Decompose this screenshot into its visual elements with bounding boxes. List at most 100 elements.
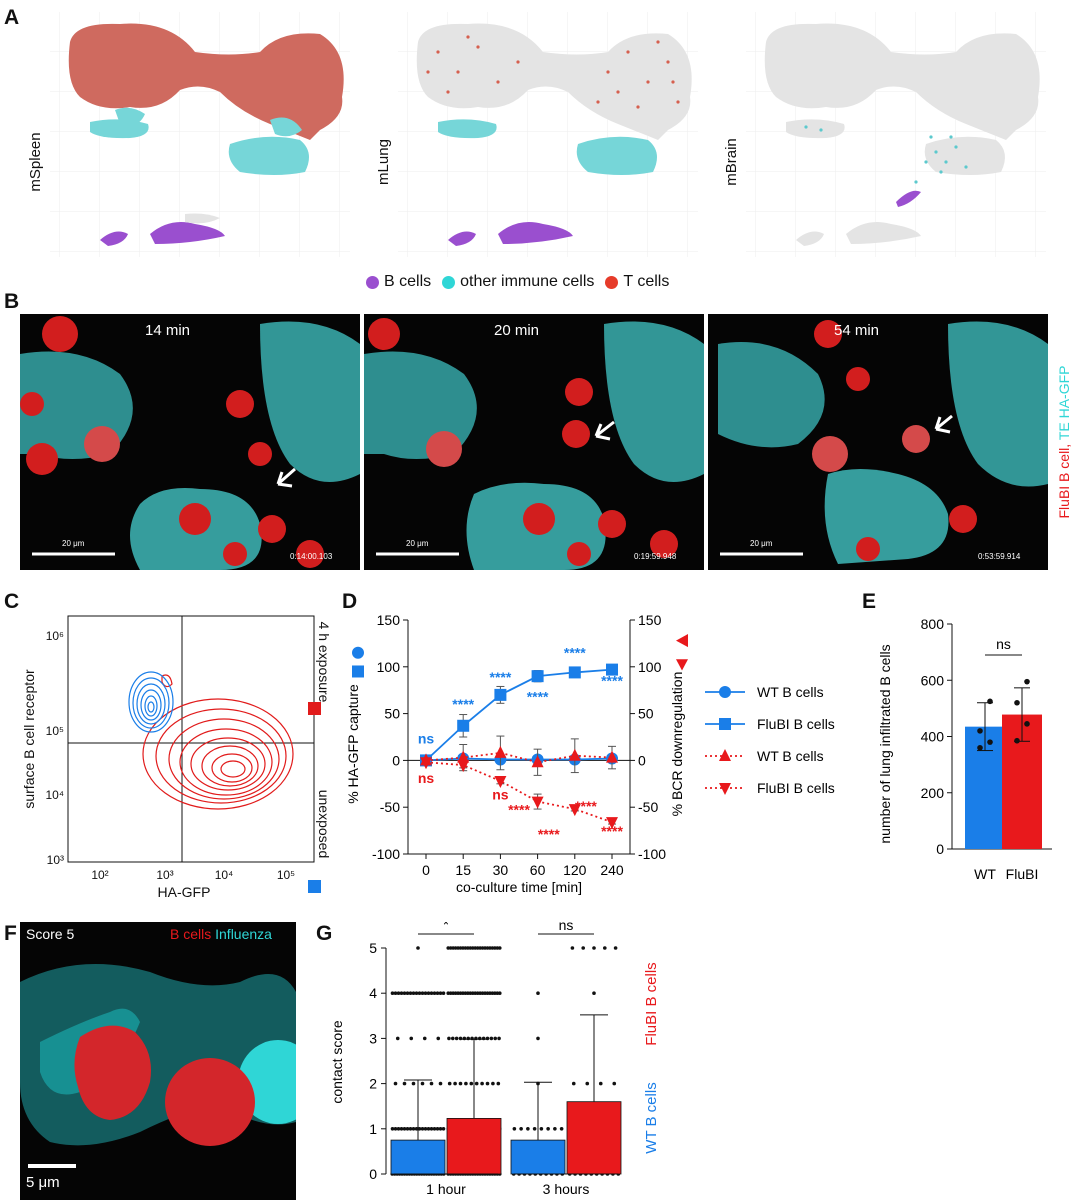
g-point (453, 1081, 457, 1086)
d-y2tick-label: -50 (638, 799, 658, 815)
score-label: Score 5 (26, 926, 75, 942)
g-point (571, 1081, 576, 1086)
d-sig-blue: **** (452, 696, 474, 712)
d-legend-label: WT B cells (757, 748, 824, 764)
d-xtick-label: 60 (530, 862, 546, 878)
g-point (613, 946, 618, 950)
g-bar (510, 1139, 566, 1175)
d-legend-label: WT B cells (757, 684, 824, 700)
g-point (496, 1081, 501, 1086)
d-y2tick-label: 50 (638, 706, 654, 722)
d-left-axis-circle-glyph (352, 646, 364, 659)
g-point (570, 946, 575, 950)
g-point (592, 946, 596, 950)
d-ytick-label: 0 (392, 752, 400, 768)
d-y2tick-label: 100 (638, 659, 662, 675)
g-point (390, 991, 395, 995)
d-xtick-label: 15 (455, 862, 471, 878)
g-point (409, 1036, 414, 1041)
g-point (414, 1127, 419, 1131)
d-series-line (425, 751, 613, 764)
c-ytick: 10⁴ (45, 788, 64, 802)
umap-label-mspleen: mSpleen (27, 132, 44, 191)
d-sig-red: **** (538, 826, 560, 842)
d-sig-blue: **** (490, 669, 512, 685)
g-point (420, 1081, 425, 1086)
d-ylabel-right: % BCR downregulation (669, 672, 685, 817)
e-ytick-label: 0 (936, 841, 944, 857)
d-y2tick-label: 0 (638, 752, 646, 768)
frame-time-label: 54 min (834, 322, 880, 339)
g-point (454, 1036, 459, 1041)
g-point (464, 1081, 468, 1086)
e-sig-label: ns (996, 636, 1011, 652)
d-series-0 (420, 752, 618, 767)
g-point (417, 1127, 422, 1131)
c-ylabel: surface B cell receptor (21, 669, 37, 809)
d-left-axis-square-glyph (352, 665, 364, 678)
legend-bcell-swatch (366, 275, 379, 289)
d-sig-blue: **** (527, 688, 549, 704)
d-point (494, 775, 507, 788)
scale-bar-label: 20 μm (750, 539, 773, 548)
g-point (469, 1081, 474, 1086)
d-right-axis-triangle-glyph (676, 659, 688, 671)
umap-mlung: mLung (375, 12, 698, 257)
panel-c-contour: 10² 10³ 10⁴ 10⁵ 10³ 10⁴ 10⁵ 10⁶ HA-GFP s… (21, 615, 332, 900)
g-point (405, 991, 410, 995)
g-point (411, 1127, 416, 1131)
g-point (408, 991, 413, 995)
g-point (497, 991, 502, 995)
e-point (977, 728, 983, 734)
d-legend-marker (719, 783, 731, 795)
g-ytick-label: 4 (369, 985, 377, 1001)
g-point (447, 1036, 451, 1041)
e-xtick-label: FluBI (1006, 866, 1039, 882)
microscopy-frame-20min: 20 min 20 μm 0:19:59.948 (364, 314, 704, 570)
g-point (438, 1081, 443, 1086)
g-point (458, 1081, 463, 1086)
g-ytick-label: 5 (369, 940, 377, 956)
g-point (438, 991, 443, 995)
g-point (553, 1127, 557, 1131)
g-point (491, 1081, 495, 1086)
e-ytick-label: 600 (921, 672, 945, 688)
g-point (402, 1127, 407, 1131)
d-point (457, 750, 470, 763)
c-xtick: 10⁴ (215, 868, 234, 882)
d-ytick-label: 50 (384, 706, 400, 722)
g-point (429, 991, 434, 995)
c-legend-blue-swatch (308, 880, 321, 893)
g-side-label-red: FluBI B cells (643, 962, 660, 1045)
g-group-label: 3 hours (543, 1181, 590, 1197)
d-point (531, 670, 544, 683)
g-sig-label: ns (559, 922, 574, 933)
e-point (987, 739, 993, 745)
c-xtick: 10³ (156, 868, 173, 882)
scale-bar-label: 20 μm (62, 539, 85, 548)
d-point (457, 760, 470, 773)
d-point (568, 666, 581, 679)
g-bar (566, 1101, 622, 1175)
d-ytick-label: -50 (380, 799, 400, 815)
g-point (423, 991, 428, 995)
d-series-line (425, 761, 613, 824)
g-point (426, 991, 431, 995)
e-xtick-label: WT (974, 866, 996, 882)
d-point (568, 748, 581, 761)
g-ylabel: contact score (329, 1020, 345, 1103)
d-legend-marker (719, 718, 731, 730)
c-xlabel: HA-GFP (158, 884, 211, 900)
bcell-cluster-2 (150, 221, 225, 244)
d-xlabel: co-culture time [min] (456, 879, 582, 895)
g-point (417, 991, 422, 995)
g-point (532, 1127, 537, 1131)
g-point (536, 1036, 540, 1041)
d-legend-item: FluBI B cells (705, 716, 835, 732)
f-scale-label: 5 μm (26, 1174, 60, 1191)
d-sig-red: **** (575, 798, 597, 814)
g-sig-label: * (443, 922, 449, 934)
g-point (598, 1081, 603, 1086)
frame-time-label: 20 min (494, 322, 540, 339)
